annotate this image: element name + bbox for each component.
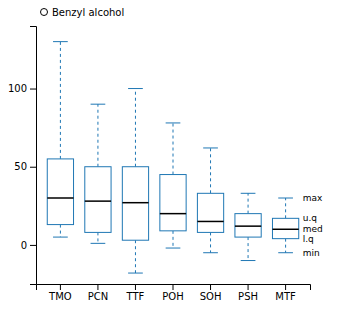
max-cap — [128, 88, 143, 89]
x-tick: MTF — [275, 284, 296, 302]
y-tick-mark — [30, 167, 36, 168]
y-axis-line — [30, 27, 37, 285]
max-cap — [91, 104, 106, 105]
annotation: l.q — [303, 234, 314, 244]
y-tick-label: 0 — [21, 240, 27, 251]
box-body — [272, 218, 298, 238]
lower-whisker — [248, 237, 249, 260]
x-tick-mark — [210, 284, 211, 290]
x-tick-label: MTF — [275, 291, 296, 302]
x-tick: TTF — [126, 284, 145, 302]
box-body — [160, 175, 186, 231]
upper-whisker — [135, 89, 136, 167]
min-cap — [166, 248, 181, 249]
annotation: max — [303, 193, 323, 203]
legend-marker — [41, 9, 48, 16]
annotation: min — [303, 248, 320, 258]
x-tick-label: PSH — [238, 291, 258, 302]
x-tick-mark — [60, 284, 61, 290]
y-tick-label: 50 — [14, 161, 27, 172]
box-body — [235, 214, 261, 237]
x-tick-mark — [173, 284, 174, 290]
min-cap — [91, 243, 106, 244]
box — [235, 193, 261, 260]
box — [47, 42, 73, 237]
x-tick: TMO — [48, 284, 72, 302]
box — [122, 89, 148, 274]
max-cap — [241, 193, 256, 194]
min-cap — [203, 252, 218, 253]
box-body — [85, 167, 111, 233]
annotation: u.q — [303, 213, 317, 223]
upper-whisker — [248, 193, 249, 213]
y-tick: 50 — [14, 161, 36, 172]
marks — [47, 42, 298, 273]
min-cap — [53, 237, 68, 238]
median — [272, 229, 298, 231]
median — [85, 200, 111, 202]
box-body — [122, 167, 148, 240]
annotations: maxu.qmedl.qmin — [303, 193, 323, 258]
max-cap — [203, 147, 218, 148]
legend-item: Benzyl alcohol — [41, 7, 125, 18]
x-tick: PSH — [238, 284, 258, 302]
x-axis-line — [37, 285, 311, 291]
x-tick-label: PCN — [88, 291, 109, 302]
median — [235, 225, 261, 227]
x-tick-label: TTF — [126, 291, 145, 302]
x-tick-label: SOH — [200, 291, 222, 302]
lower-whisker — [173, 231, 174, 248]
upper-whisker — [60, 42, 61, 159]
y-tick-mark — [30, 245, 36, 246]
y-axis: 0 50 100 — [8, 27, 37, 285]
box — [85, 104, 111, 243]
box-body — [47, 159, 73, 225]
x-tick-mark — [97, 284, 98, 290]
lower-whisker — [135, 240, 136, 273]
min-cap — [128, 273, 143, 274]
median — [197, 221, 223, 223]
upper-whisker — [173, 123, 174, 175]
box-body — [197, 193, 223, 232]
legend-label: Benzyl alcohol — [52, 7, 124, 18]
chart: 050100TMOPCNTTFPOHSOHPSHMTFmaxu.qmedl.qm… — [0, 0, 342, 310]
x-tick-mark — [135, 284, 136, 290]
y-tick: 100 — [8, 83, 36, 94]
x-tick: POH — [162, 284, 183, 302]
upper-whisker — [97, 104, 98, 167]
max-cap — [278, 198, 293, 199]
x-tick-label: TMO — [48, 291, 72, 302]
box — [272, 198, 298, 253]
x-tick: PCN — [88, 284, 109, 302]
max-cap — [53, 41, 68, 42]
min-cap — [241, 260, 256, 261]
plot: 050100TMOPCNTTFPOHSOHPSHMTFmaxu.qmedl.qm… — [8, 27, 323, 303]
x-tick-mark — [248, 284, 249, 290]
max-cap — [166, 122, 181, 123]
median — [160, 213, 186, 215]
x-tick-label: POH — [162, 291, 183, 302]
y-tick-mark — [30, 89, 36, 90]
x-axis: TMO PCN TTF POH SOH PSH MTF — [37, 284, 311, 302]
box — [197, 148, 223, 253]
upper-whisker — [210, 148, 211, 193]
legend: Benzyl alcohol — [41, 7, 125, 18]
x-tick-mark — [285, 284, 286, 290]
lower-whisker — [60, 225, 61, 238]
upper-whisker — [285, 198, 286, 218]
median — [122, 202, 148, 204]
lower-whisker — [210, 232, 211, 252]
lower-whisker — [285, 239, 286, 253]
box — [160, 123, 186, 248]
min-cap — [278, 252, 293, 253]
y-tick: 0 — [21, 240, 36, 251]
lower-whisker — [97, 232, 98, 243]
median — [47, 197, 73, 199]
y-tick-label: 100 — [8, 83, 27, 94]
x-tick: SOH — [200, 284, 222, 302]
